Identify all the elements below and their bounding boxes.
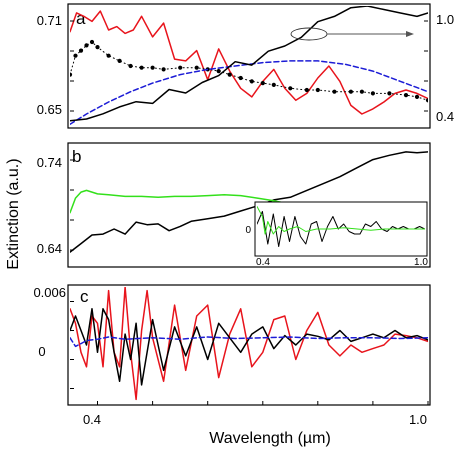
panel-a-series-1-point-31 — [425, 98, 428, 103]
panel-a-series-2-line — [70, 60, 428, 126]
panel-c-series-1-line — [70, 308, 428, 386]
panel-a-series-1-point-16 — [227, 72, 232, 77]
panel-a-series-1-point-4 — [89, 39, 95, 45]
panel-c-series-2-line — [70, 336, 428, 348]
panel-b-inset-series-group — [257, 206, 425, 247]
panel-c-letter: c — [80, 287, 89, 306]
panel-a-series-1-point-5 — [95, 45, 100, 50]
x-axis-title: Wavelength (µm) — [209, 430, 331, 447]
panel-a-series-1-point-6 — [106, 53, 111, 58]
panel-a-frame — [67, 3, 431, 129]
panel-a-series-1-point-12 — [178, 65, 183, 70]
panel-c: c 0.006 0 — [33, 284, 431, 406]
panel-a-series-1-point-26 — [359, 89, 364, 94]
panel-a-series-1-point-1 — [73, 53, 78, 58]
panel-b-inset-series-1-line — [257, 206, 425, 235]
panel-a-series-1-point-17 — [238, 75, 243, 81]
panel-b: b 0.74 0.64 0 0.4 1.0 — [37, 142, 431, 268]
panel-b-ytick-bottom: 0.64 — [37, 241, 62, 256]
panel-a-series-1-point-9 — [139, 65, 144, 70]
panel-a-series-1-point-15 — [216, 69, 221, 74]
panel-b-inset-xtick-right: 1.0 — [414, 257, 428, 268]
panel-a-series-1-point-11 — [161, 67, 166, 72]
panel-a-series-1-point-27 — [370, 91, 375, 96]
panel-a-series-1-point-21 — [288, 86, 293, 91]
x-tick-1.0: 1.0 — [409, 412, 427, 427]
panel-a-series-1-point-23 — [315, 87, 320, 93]
panel-a-series-1-point-20 — [271, 82, 276, 87]
panel-a-arrow-head — [406, 31, 414, 37]
panel-c-ytick-zero: 0 — [38, 344, 45, 359]
panel-b-inset-ytick: 0 — [245, 225, 251, 236]
panel-b-inset-plot — [257, 206, 425, 247]
panel-c-ytick-top: 0.006 — [33, 285, 66, 300]
panel-c-frame — [67, 284, 431, 406]
panel-a-series-0-line — [70, 10, 428, 115]
panel-b-series-0-line — [70, 151, 428, 253]
panel-a-series-1-point-22 — [304, 87, 309, 93]
panel-a-plot — [70, 6, 428, 126]
panel-a-y2tick-bottom: 0.4 — [436, 109, 454, 124]
panel-a-series-1-point-19 — [260, 81, 265, 86]
panel-b-frame — [67, 142, 431, 268]
panel-a-ytick-top: 0.71 — [37, 13, 62, 28]
panel-a-series-1-point-2 — [78, 48, 84, 53]
panel-b-letter: b — [72, 147, 81, 166]
panel-a-series-1-point-0 — [70, 72, 73, 77]
y-axis-title: Extinction (a.u.) — [5, 158, 22, 269]
panel-a-series-1-point-25 — [348, 89, 353, 94]
panel-a-series-1-point-30 — [414, 94, 420, 99]
panel-a-y2tick-top: 1.0 — [436, 12, 454, 27]
panel-c-plot — [70, 287, 429, 405]
panel-a-series-group — [70, 6, 428, 126]
panel-b-ytick-top: 0.74 — [37, 155, 62, 170]
panel-b-inset: 0 0.4 1.0 — [245, 201, 428, 268]
panel-b-inset-xtick-left: 0.4 — [256, 257, 270, 268]
panel-a-series-1-point-18 — [249, 79, 254, 84]
panel-a-series-1-point-7 — [117, 58, 122, 64]
panel-a-series-1-point-10 — [150, 65, 155, 70]
panel-a-series-1-point-3 — [84, 43, 89, 48]
panel-a-series-3-line — [70, 6, 428, 122]
panel-a-series-1-point-28 — [387, 91, 392, 96]
panel-c-series-group — [70, 287, 428, 401]
panel-a: a 0.71 0.65 1.0 0.4 — [37, 3, 454, 129]
panel-a-letter: a — [76, 9, 86, 28]
panel-a-series-1-point-29 — [403, 93, 409, 98]
panel-a-series-1-point-24 — [332, 89, 337, 94]
panel-a-ytick-bottom: 0.65 — [37, 102, 62, 117]
panel-a-series-1-point-13 — [194, 65, 199, 70]
panel-a-series-1-point-8 — [128, 63, 133, 69]
x-tick-0.4: 0.4 — [83, 412, 101, 427]
